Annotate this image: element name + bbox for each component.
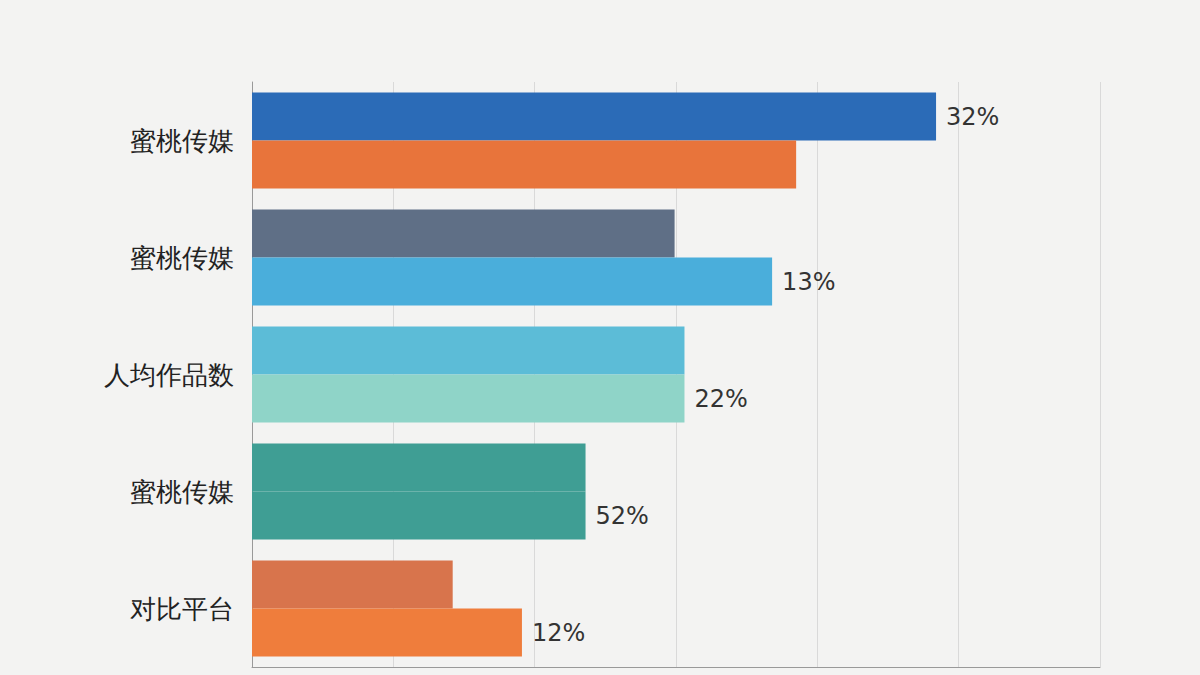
svg-text:22%: 22% (694, 385, 747, 413)
svg-text:对比平台: 对比平台 (130, 594, 234, 624)
svg-text:蜜桃传媒: 蜜桃传媒 (130, 126, 234, 156)
svg-text:52%: 52% (596, 502, 649, 530)
svg-text:32%: 32% (946, 103, 999, 131)
svg-text:12%: 12% (532, 619, 585, 647)
svg-text:蜜桃传媒: 蜜桃传媒 (130, 243, 234, 273)
svg-text:人均作品数: 人均作品数 (104, 360, 234, 390)
svg-text:13%: 13% (782, 268, 835, 296)
svg-text:蜜桃传媒: 蜜桃传媒 (130, 477, 234, 507)
